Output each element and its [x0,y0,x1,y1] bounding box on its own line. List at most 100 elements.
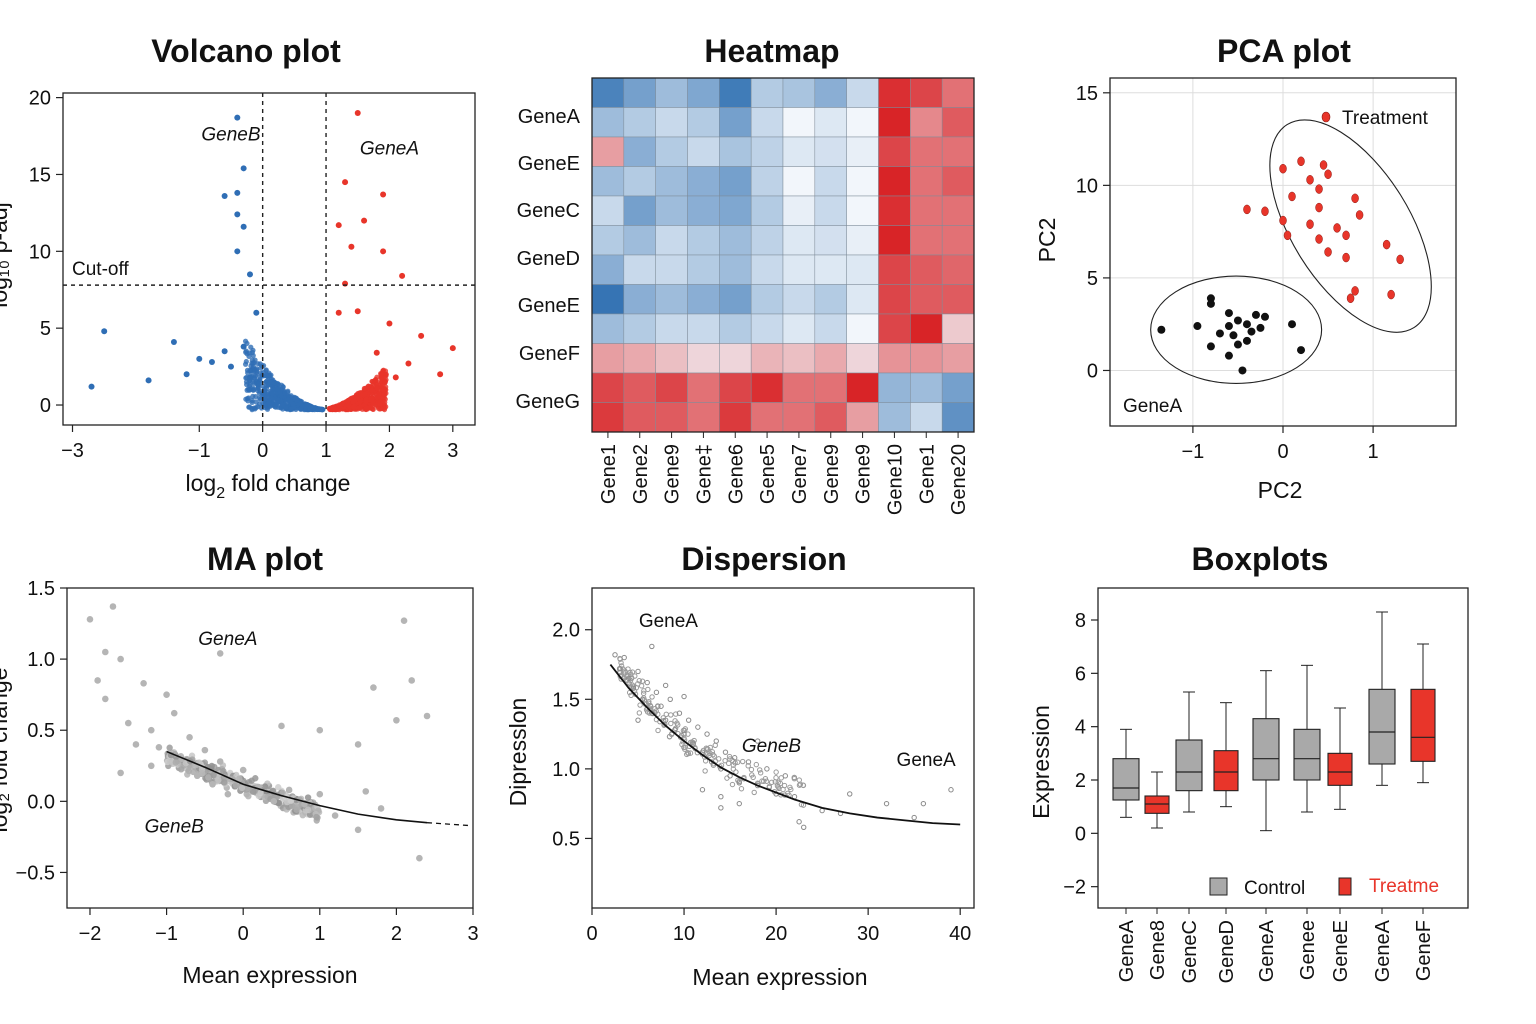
dispersion-point [674,720,680,726]
volcano-point-blue [253,399,259,405]
volcano-point-red [346,397,352,404]
heatmap-cell [719,284,752,315]
ma-point [117,769,124,777]
heatmap-col-label: Gene9 [853,444,875,504]
y-tick-label: 0 [1075,823,1086,845]
x-tick-label: 0 [257,440,268,462]
dispersion-point [637,702,643,708]
volcano-point-red [354,308,361,315]
pca-point-treatment [1342,252,1350,263]
volcano-point-blue [269,395,275,401]
heatmap-cell [591,77,625,108]
volcano-point-blue [251,360,257,366]
y-tick-label: 0.5 [27,720,55,742]
box-control [1252,718,1280,781]
heatmap-cell [846,195,879,226]
heatmap-row-label: GeneE [518,153,580,175]
volcano-point-blue [304,402,310,408]
pca-point-treatment [1283,230,1292,241]
heatmap-cell [750,77,784,108]
y-tick-label: 0.0 [27,791,55,813]
heatmap-cell [687,195,720,226]
heatmap-cell [814,136,847,167]
ma-point [102,695,109,703]
volcano-point-blue [249,349,255,356]
dispersion-point [681,746,688,752]
dispersion-point [732,760,738,766]
heatmap-col-label: Gene5 [757,444,779,504]
volcano-point-blue [250,387,256,393]
dispersion-point [736,780,742,786]
volcano-point-red [342,179,349,186]
volcano-point-red [351,404,357,410]
dispersion-trend-line [609,663,961,826]
volcano-point-blue [262,402,268,408]
x-tick-label: 0 [1277,441,1288,463]
y-tick-label: 15 [29,164,51,186]
x-tick-label: Gene8 [1147,920,1169,980]
ma-point [279,789,286,796]
dispersion-point [662,682,669,689]
dispersion-point [920,800,927,807]
dispersion-point [618,676,624,682]
heatmap-cell [941,372,975,403]
y-tick-label: 4 [1075,717,1086,739]
ma-point [216,758,224,765]
volcano-point-red [379,374,385,380]
heatmap-cell [814,254,847,285]
dispersion-point [691,737,697,744]
ma-point [94,677,101,684]
dispersion-point [699,787,706,793]
ma-point [147,762,155,770]
heatmap-cell [719,166,752,197]
heatmap-cell [750,195,784,226]
dispersion-point [782,773,789,779]
x-tick-label: 3 [447,440,458,462]
volcano-point-blue [183,371,190,378]
dispersion-point [757,770,764,776]
volcano-point-red [357,405,363,411]
dispersion-point [796,782,803,788]
heatmap-cell [750,372,784,403]
ma-frame [66,587,474,909]
pca-point-control [1215,329,1224,338]
dispersion-point [787,784,793,791]
volcano-point-blue [308,404,315,410]
dispersion-point [626,675,632,682]
x-tick-label: 1 [314,923,325,945]
dispersion-point [796,777,802,783]
volcano-point-red [329,406,335,412]
ma-point [166,744,173,751]
y-tick-label: 5 [40,318,51,340]
pca-point-treatment [1382,239,1391,250]
heatmap-cell [655,166,688,197]
box-control [1175,739,1203,792]
dispersion-point [644,679,650,686]
dispersion-point [722,749,729,755]
heatmap-cell [878,195,911,226]
volcano-point-red [348,243,355,250]
dispersion-point [725,760,732,767]
volcano-point-red [335,309,342,316]
y-tick-label: 10 [1076,175,1098,197]
dispersion-point [673,711,679,717]
pca-point-treatment [1342,230,1350,241]
heatmap-cell [910,284,943,315]
ma-point [186,734,193,741]
ma-point [293,806,300,813]
x-tick-label: GeneA [1256,919,1278,982]
volcano-point-blue [247,367,253,374]
ma-point [163,691,170,698]
dispersion-point [630,683,637,690]
x-tick-label: 1 [1368,441,1379,463]
x-tick-label: 3 [467,923,478,945]
x-tick-label: 2 [391,923,402,945]
heatmap-cell [655,313,688,344]
dispersion-point [711,753,717,759]
pca-corner-label: GeneA [1123,396,1182,417]
y-tick-label: 2.0 [552,620,580,642]
volcano-title: Volcano plot [151,33,341,69]
pca-point-treatment [1319,160,1328,170]
ma-point [220,767,227,775]
